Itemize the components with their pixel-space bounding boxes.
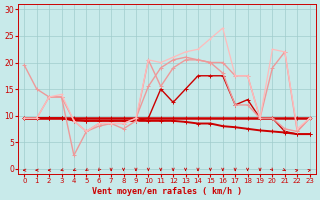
- X-axis label: Vent moyen/en rafales ( km/h ): Vent moyen/en rafales ( km/h ): [92, 187, 242, 196]
